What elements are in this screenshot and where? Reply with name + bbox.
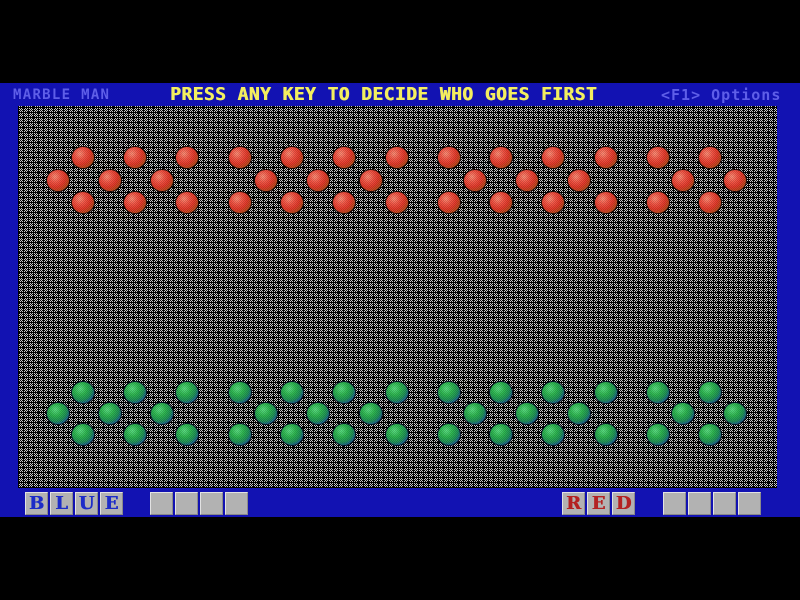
red-marble[interactable] bbox=[647, 147, 669, 168]
blue-player-letter-tile: E bbox=[100, 492, 123, 515]
green-marble[interactable] bbox=[307, 403, 329, 424]
red-marble[interactable] bbox=[72, 192, 94, 213]
red-marble[interactable] bbox=[490, 147, 512, 168]
red-marble[interactable] bbox=[490, 192, 512, 213]
red-marble[interactable] bbox=[229, 147, 251, 168]
red-marble[interactable] bbox=[595, 192, 617, 213]
green-marble[interactable] bbox=[124, 424, 146, 445]
green-marble[interactable] bbox=[672, 403, 694, 424]
blue-player-letter-tile: B bbox=[25, 492, 48, 515]
red-marble[interactable] bbox=[281, 192, 303, 213]
red-capture-slot bbox=[713, 492, 736, 515]
green-marble[interactable] bbox=[568, 403, 590, 424]
red-marble[interactable] bbox=[516, 170, 538, 191]
green-marble[interactable] bbox=[542, 424, 564, 445]
green-marble[interactable] bbox=[595, 424, 617, 445]
red-marble[interactable] bbox=[333, 147, 355, 168]
green-marble[interactable] bbox=[595, 382, 617, 403]
green-marble[interactable] bbox=[333, 424, 355, 445]
red-marble[interactable] bbox=[542, 192, 564, 213]
red-marble[interactable] bbox=[464, 170, 486, 191]
red-marble[interactable] bbox=[281, 147, 303, 168]
status-message: PRESS ANY KEY TO DECIDE WHO GOES FIRST bbox=[170, 84, 598, 105]
red-capture-slot bbox=[738, 492, 761, 515]
green-marble[interactable] bbox=[255, 403, 277, 424]
green-marble[interactable] bbox=[438, 382, 460, 403]
green-marble[interactable] bbox=[699, 424, 721, 445]
green-marble[interactable] bbox=[647, 382, 669, 403]
app-title: MARBLE MAN bbox=[13, 87, 111, 103]
red-marble[interactable] bbox=[124, 147, 146, 168]
red-marble[interactable] bbox=[176, 147, 198, 168]
red-marble[interactable] bbox=[542, 147, 564, 168]
green-marble[interactable] bbox=[176, 382, 198, 403]
green-marble[interactable] bbox=[699, 382, 721, 403]
red-marble[interactable] bbox=[151, 170, 173, 191]
green-marble[interactable] bbox=[724, 403, 746, 424]
red-marble[interactable] bbox=[438, 192, 460, 213]
red-marble[interactable] bbox=[672, 170, 694, 191]
green-marble[interactable] bbox=[229, 382, 251, 403]
red-marble[interactable] bbox=[595, 147, 617, 168]
green-marble[interactable] bbox=[464, 403, 486, 424]
blue-capture-slot bbox=[225, 492, 248, 515]
title-bar: MARBLE MAN PRESS ANY KEY TO DECIDE WHO G… bbox=[0, 83, 800, 107]
options-menu-hint[interactable]: <F1> Options bbox=[661, 86, 782, 104]
green-marble[interactable] bbox=[99, 403, 121, 424]
green-marble[interactable] bbox=[333, 382, 355, 403]
green-marble[interactable] bbox=[386, 424, 408, 445]
blue-capture-slot bbox=[150, 492, 173, 515]
red-player-letter-tile: R bbox=[562, 492, 585, 515]
red-marble[interactable] bbox=[124, 192, 146, 213]
game-board[interactable] bbox=[18, 106, 777, 488]
red-marble[interactable] bbox=[724, 170, 746, 191]
green-marble[interactable] bbox=[386, 382, 408, 403]
green-marble[interactable] bbox=[360, 403, 382, 424]
red-player-letter-tile: E bbox=[587, 492, 610, 515]
blue-player-letter-tile: U bbox=[75, 492, 98, 515]
red-marble[interactable] bbox=[386, 147, 408, 168]
blue-capture-slot bbox=[200, 492, 223, 515]
red-marble[interactable] bbox=[229, 192, 251, 213]
red-marble[interactable] bbox=[360, 170, 382, 191]
green-marble[interactable] bbox=[438, 424, 460, 445]
blue-player-letter-tile: L bbox=[50, 492, 73, 515]
green-marble[interactable] bbox=[72, 382, 94, 403]
green-marble[interactable] bbox=[124, 382, 146, 403]
red-marble[interactable] bbox=[386, 192, 408, 213]
red-capture-slot bbox=[688, 492, 711, 515]
red-capture-slot bbox=[663, 492, 686, 515]
green-marble[interactable] bbox=[72, 424, 94, 445]
green-marble[interactable] bbox=[229, 424, 251, 445]
red-marble[interactable] bbox=[647, 192, 669, 213]
green-marble[interactable] bbox=[490, 382, 512, 403]
green-marble[interactable] bbox=[647, 424, 669, 445]
red-marble[interactable] bbox=[176, 192, 198, 213]
blue-capture-slot bbox=[175, 492, 198, 515]
red-marble[interactable] bbox=[438, 147, 460, 168]
red-marble[interactable] bbox=[255, 170, 277, 191]
red-marble[interactable] bbox=[47, 170, 69, 191]
green-marble[interactable] bbox=[542, 382, 564, 403]
red-marble[interactable] bbox=[699, 192, 721, 213]
green-marble[interactable] bbox=[516, 403, 538, 424]
green-marble[interactable] bbox=[151, 403, 173, 424]
red-marble[interactable] bbox=[307, 170, 329, 191]
red-player-letter-tile: D bbox=[612, 492, 635, 515]
green-marble[interactable] bbox=[281, 382, 303, 403]
red-marble[interactable] bbox=[568, 170, 590, 191]
green-marble[interactable] bbox=[47, 403, 69, 424]
red-marble[interactable] bbox=[699, 147, 721, 168]
green-marble[interactable] bbox=[281, 424, 303, 445]
green-marble[interactable] bbox=[176, 424, 198, 445]
red-marble[interactable] bbox=[72, 147, 94, 168]
green-marble[interactable] bbox=[490, 424, 512, 445]
red-marble[interactable] bbox=[333, 192, 355, 213]
red-marble[interactable] bbox=[99, 170, 121, 191]
